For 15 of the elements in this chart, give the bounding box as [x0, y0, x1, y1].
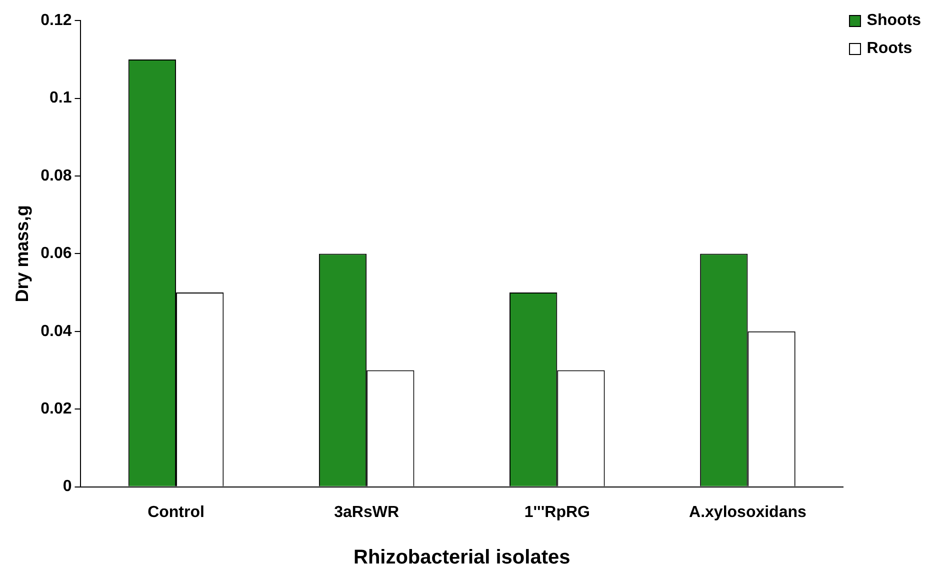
y-tick-label: 0.06 — [40, 245, 72, 262]
y-tick-label: 0.08 — [40, 167, 72, 184]
x-tick-label: 3aRsWR — [334, 504, 400, 521]
legend-label: Shoots — [866, 12, 921, 30]
y-tick-label: 0.1 — [49, 90, 72, 107]
y-axis-title: Dry mass,g — [12, 205, 32, 302]
x-axis-title: Rhizobacterial isolates — [353, 546, 570, 569]
y-tick-label: 0.02 — [40, 400, 72, 418]
y-tick-label: 0.04 — [40, 322, 72, 340]
x-tick-label: 1'''RpRG — [524, 504, 590, 521]
y-tick-label: 0 — [62, 478, 72, 496]
text: Roots — [866, 40, 912, 58]
x-tick-label: Control — [148, 504, 204, 521]
x-tick-label: A.xylosoxidans — [689, 504, 807, 521]
y-tick-label: 0.12 — [40, 12, 72, 30]
